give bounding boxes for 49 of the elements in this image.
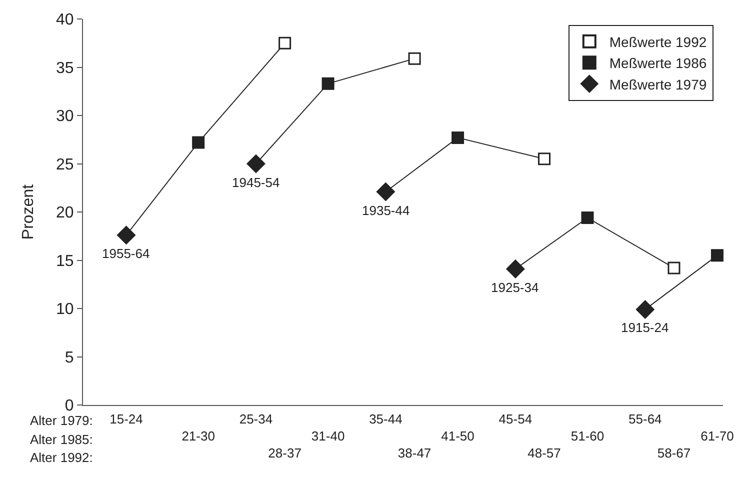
point [278,36,292,50]
annotation: 1945-54 [232,175,280,190]
text: Alter 1979: [30,413,93,428]
point [452,131,464,144]
y-tick-label: 25 [56,156,74,174]
x-tick-label: 21-30 [182,428,215,444]
point [668,262,680,274]
x-tick-label: 41-50 [441,428,474,444]
point [506,260,525,278]
legend-label: Meßwerte 1986 [609,55,707,72]
x-tick-label: 35-44 [369,412,402,427]
x-tick-label: 48-57 [528,445,561,460]
x-tick-label: 28-37 [268,445,302,460]
y-tick-label: 0 [64,398,74,415]
annotation: 1915-24 [621,320,669,335]
text: Alter 1992: [30,450,93,465]
point [538,152,551,166]
x-tick-label: 38-47 [398,445,432,460]
y-tick-label: 35 [56,60,74,77]
y-tick-label: 30 [56,108,74,126]
point [376,182,395,201]
point [192,136,205,149]
point [246,154,266,173]
y-tick-label: 15 [56,252,74,270]
x-tick-label: 58-67 [657,445,691,460]
point [636,300,654,319]
x-tick-label: 15-24 [110,412,143,427]
annotation: 1935-44 [362,203,410,218]
legend-label: Meßwerte 1992 [609,34,707,50]
point [322,77,334,90]
annotation: 1925-34 [491,280,539,295]
point [408,52,421,65]
x-tick-label: 55-64 [628,412,662,427]
legend-label: Meßwerte 1979 [609,76,707,92]
x-tick-label: 25-34 [239,412,273,427]
y-tick-label: 20 [56,204,74,222]
x-tick-label: 61-70 [700,428,734,444]
annotation: 1955-64 [102,246,150,261]
y-axis-title: Prozent [20,184,37,240]
y-tick-label: 40 [56,12,74,29]
y-tick-label: 10 [56,301,74,318]
point [710,249,724,262]
x-tick-label: 45-54 [498,412,532,427]
y-tick-label: 5 [64,349,74,366]
point [581,212,594,224]
x-tick-label: 31-40 [311,428,345,444]
x-tick-label: 51-60 [570,428,604,444]
point [117,226,136,244]
text: Alter 1985: [30,432,93,447]
